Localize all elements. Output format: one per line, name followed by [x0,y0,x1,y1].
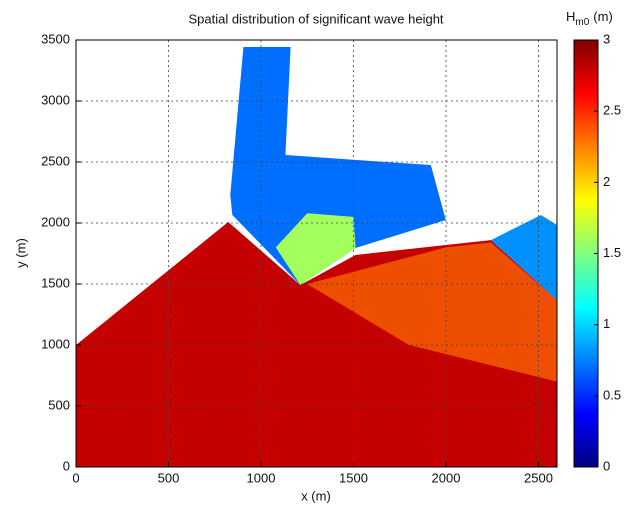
colorbar-tick-label: 1 [603,316,610,331]
x-tick-label: 2000 [432,470,461,485]
wave-height-region [230,46,446,285]
colorbar-unit: (m) [593,9,613,24]
y-tick-label: 1000 [41,336,70,351]
wave-height-region [275,213,356,285]
colorbar-tick-label: 2 [603,174,610,189]
x-axis-label: x (m) [301,488,331,503]
colorbar-tick-label: 2.5 [603,103,621,118]
x-tick-label: 1500 [339,470,368,485]
colorbar-symbol: H [566,9,575,24]
colorbar-tick-label: 0.5 [603,387,621,402]
chart-title: Spatial distribution of significant wave… [188,11,443,26]
y-axis-label: y (m) [13,238,28,268]
y-tick-label: 1500 [41,275,70,290]
x-tick-label: 2500 [524,470,553,485]
y-tick-label: 3500 [41,31,70,46]
y-tick-label: 500 [48,397,70,412]
colorbar-label: Hm0 (m) [566,9,613,27]
wave-height-region [490,214,557,300]
y-tick-label: 2500 [41,153,70,168]
y-tick-label: 2000 [41,214,70,229]
x-tick-label: 1000 [247,470,276,485]
plot-frame [75,39,558,468]
colorbar-subscript: m0 [575,17,589,28]
x-tick-label: 500 [158,470,180,485]
y-tick-label: 0 [63,458,70,473]
wave-height-region [307,242,557,382]
colorbar-tick-label: 0 [603,458,610,473]
x-tick-label: 0 [72,470,79,485]
colorbar-tick-label: 1.5 [603,245,621,260]
colorbar-tick-label: 3 [603,31,610,46]
y-tick-label: 3000 [41,92,70,107]
